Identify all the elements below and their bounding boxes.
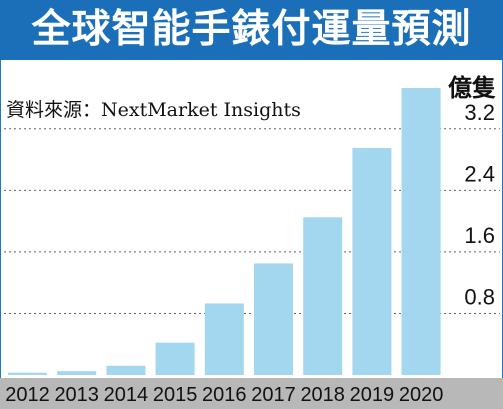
- bar-2020: [401, 88, 441, 375]
- x-tick-2019: 2019: [350, 384, 395, 406]
- y-tick-2.4: 2.4: [464, 161, 495, 186]
- source-label: 資料來源：NextMarket Insights: [6, 99, 301, 121]
- x-tick-2013: 2013: [54, 384, 99, 406]
- x-tick-2012: 2012: [5, 384, 50, 406]
- title-bar: [0, 0, 503, 60]
- bar-2017: [254, 263, 293, 375]
- x-tick-2017: 2017: [251, 384, 296, 406]
- x-axis-band: [0, 378, 503, 409]
- y-tick-3.2: 3.2: [464, 100, 495, 125]
- bar-2013: [57, 371, 97, 375]
- bars: [8, 88, 441, 375]
- x-tick-2020: 2020: [399, 384, 444, 406]
- y-tick-0.8: 0.8: [464, 284, 495, 309]
- y-tick-1.6: 1.6: [464, 223, 495, 248]
- bar-2018: [303, 217, 343, 375]
- bar-2019: [352, 148, 392, 375]
- x-tick-2014: 2014: [104, 384, 149, 406]
- bar-2014: [106, 365, 146, 375]
- unit-label: 億隻: [448, 74, 496, 102]
- bar-2012: [8, 372, 47, 375]
- bar-2016: [204, 303, 244, 375]
- chart-title: 全球智能手錶付運量預測: [31, 7, 472, 52]
- y-tick-labels: 0.8 1.6 2.4 3.2: [464, 100, 495, 310]
- x-tick-2016: 2016: [202, 384, 247, 406]
- x-tick-2015: 2015: [153, 384, 198, 406]
- bar-2015: [155, 342, 195, 375]
- x-tick-labels: 2012 2013 2014 2015 2016 2017 2018 2019 2020: [5, 384, 443, 406]
- x-tick-2018: 2018: [300, 384, 345, 406]
